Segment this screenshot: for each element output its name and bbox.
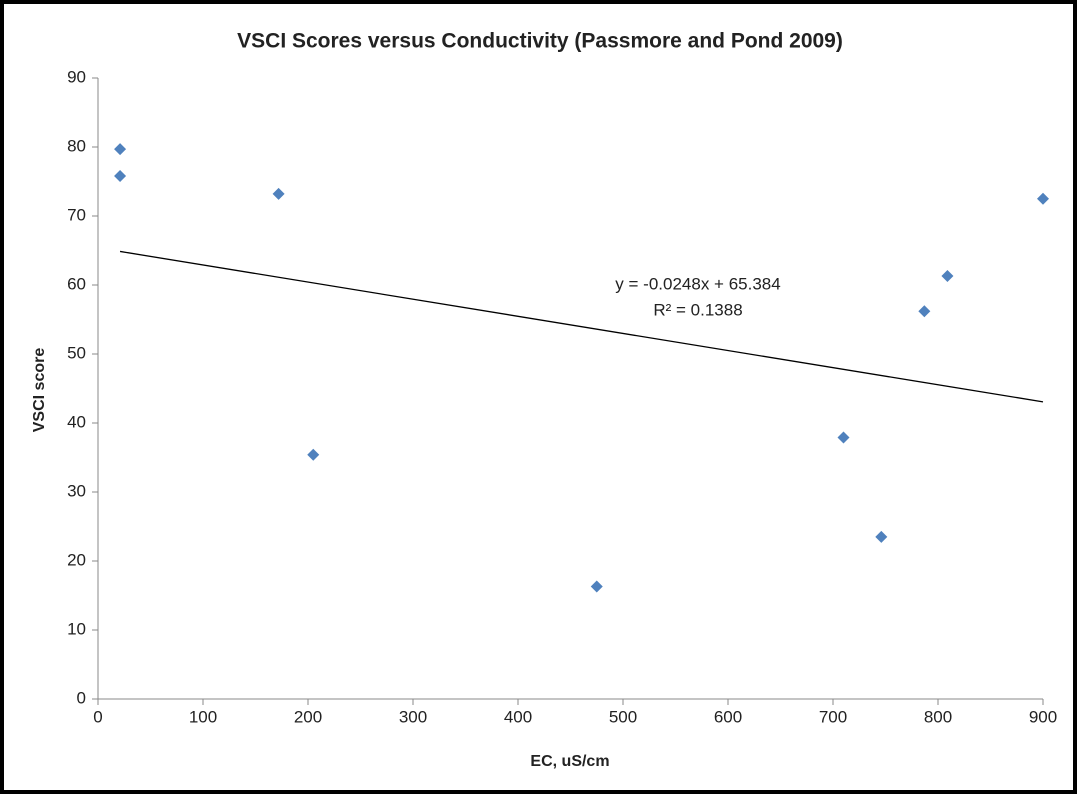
data-point bbox=[114, 169, 127, 182]
data-point bbox=[1037, 192, 1049, 205]
y-axis-label: VSCI score bbox=[31, 348, 48, 433]
data-point bbox=[114, 143, 127, 156]
data-point bbox=[941, 270, 954, 283]
trendline-equation: y = -0.0248x + 65.384 bbox=[615, 274, 780, 293]
y-tick-label: 90 bbox=[67, 67, 86, 86]
x-tick-label: 300 bbox=[399, 707, 427, 726]
trendline bbox=[119, 250, 1044, 403]
x-tick-label: 900 bbox=[1029, 707, 1057, 726]
data-point bbox=[272, 187, 285, 200]
x-tick-label: 100 bbox=[189, 707, 217, 726]
data-point bbox=[918, 305, 931, 318]
y-tick-label: 60 bbox=[67, 274, 86, 293]
data-point bbox=[875, 530, 888, 543]
x-axis-label: EC, uS/cm bbox=[530, 753, 609, 770]
x-tick-label: 700 bbox=[819, 707, 847, 726]
y-tick-label: 80 bbox=[67, 136, 86, 155]
y-tick-label: 50 bbox=[67, 343, 86, 362]
x-tick-label: 600 bbox=[714, 707, 742, 726]
y-tick-label: 70 bbox=[67, 205, 86, 224]
y-tick-label: 0 bbox=[77, 688, 86, 707]
data-point bbox=[837, 431, 850, 444]
trendline-r2: R² = 0.1388 bbox=[653, 300, 742, 319]
data-point bbox=[590, 580, 603, 593]
x-tick-label: 400 bbox=[504, 707, 532, 726]
x-tick-label: 0 bbox=[93, 707, 102, 726]
x-tick-label: 200 bbox=[294, 707, 322, 726]
y-tick-label: 30 bbox=[67, 481, 86, 500]
y-tick-label: 20 bbox=[67, 550, 86, 569]
x-tick-label: 800 bbox=[924, 707, 952, 726]
data-point bbox=[307, 448, 320, 461]
x-tick-label: 500 bbox=[609, 707, 637, 726]
y-tick-label: 40 bbox=[67, 412, 86, 431]
y-tick-label: 10 bbox=[67, 619, 86, 638]
chart-title: VSCI Scores versus Conductivity (Passmor… bbox=[237, 30, 843, 53]
